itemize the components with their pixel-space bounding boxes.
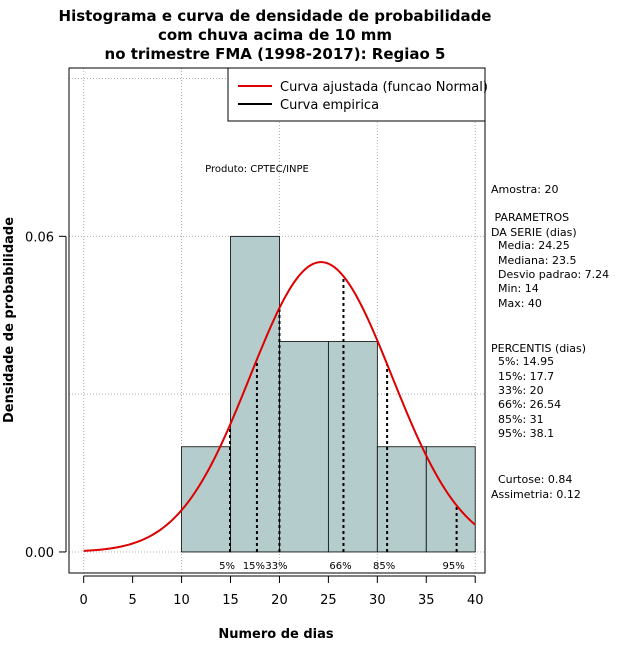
side-percentis: PERCENTIS (dias)	[491, 342, 586, 355]
side-mediana: Mediana: 23.5	[491, 254, 576, 267]
side-desvio: Desvio padrao: 7.24	[491, 268, 609, 281]
y-tick-label-0.06: 0.06	[25, 230, 54, 245]
legend-label-empirical: Curva empirica	[280, 98, 379, 113]
side-p66: 66%: 26.54	[491, 398, 561, 411]
side-assimetria: Assimetria: 0.12	[491, 488, 581, 501]
side-p85: 85%: 31	[491, 413, 544, 426]
x-axis-label: Numero de dias	[218, 627, 334, 642]
normal-curve	[83, 261, 476, 552]
percentile-lines: 5% 15% 33% 66% 85% 95%	[219, 276, 465, 572]
side-curtose: Curtose: 0.84	[491, 473, 572, 486]
histogram-bar-5	[376, 446, 427, 553]
legend-label-fitted: Curva ajustada (funcao Normal)	[280, 80, 488, 95]
x-tick-label-40: 40	[467, 593, 484, 608]
side-parametros: PARAMETROS	[491, 211, 569, 224]
percentile-label-66%: 66%	[329, 561, 351, 572]
x-tick-label-20: 20	[271, 593, 288, 608]
x-tick-label-15: 15	[222, 593, 239, 608]
product-label: Produto: CPTEC/INPE	[205, 164, 309, 175]
legend-box	[227, 67, 486, 122]
side-p5: 5%: 14.95	[491, 355, 554, 368]
percentile-label-5%: 5%	[219, 561, 235, 572]
x-tick-label-0: 0	[80, 593, 88, 608]
side-min: Min: 14	[491, 282, 539, 295]
histogram-bars	[181, 235, 476, 553]
y-axis-label: Densidade de probabilidade	[2, 217, 17, 423]
x-tick-label-10: 10	[173, 593, 190, 608]
percentile-label-95%: 95%	[442, 561, 464, 572]
percentile-label-85%: 85%	[373, 561, 395, 572]
chart-title-line-2: com chuva acima de 10 mm	[158, 26, 392, 44]
chart-title-line-3: no trimestre FMA (1998-2017): Regiao 5	[105, 45, 446, 63]
side-max: Max: 40	[491, 297, 542, 310]
side-media: Media: 24.25	[491, 239, 570, 252]
side-da-serie: DA SERIE (dias)	[491, 226, 577, 239]
percentile-label-15%: 15%	[243, 561, 265, 572]
chart-title-line-1: Histograma e curva de densidade de proba…	[59, 7, 492, 25]
x-tick-label-30: 30	[369, 593, 386, 608]
histogram-bar-4	[327, 341, 378, 553]
legend: Curva ajustada (funcao Normal) Curva emp…	[227, 67, 488, 122]
percentile-label-33%: 33%	[265, 561, 287, 572]
x-tick-label-5: 5	[128, 593, 136, 608]
histogram-bar-2	[230, 235, 280, 553]
side-p95: 95%: 38.1	[491, 427, 554, 440]
side-p33: 33%: 20	[491, 384, 544, 397]
side-amostra: Amostra: 20	[491, 183, 558, 196]
side-panel: Amostra: 20 PARAMETROS DA SERIE (dias) M…	[491, 183, 609, 501]
normal-curve-group	[83, 261, 476, 552]
histogram-bar-3	[279, 341, 329, 553]
x-tick-label-25: 25	[320, 593, 337, 608]
x-tick-label-35: 35	[418, 593, 435, 608]
side-p15: 15%: 17.7	[491, 370, 554, 383]
axes: 0 5 10 15 20 25 30 35 40 0.00 0.06	[25, 230, 483, 608]
y-tick-label-0.00: 0.00	[25, 546, 54, 561]
